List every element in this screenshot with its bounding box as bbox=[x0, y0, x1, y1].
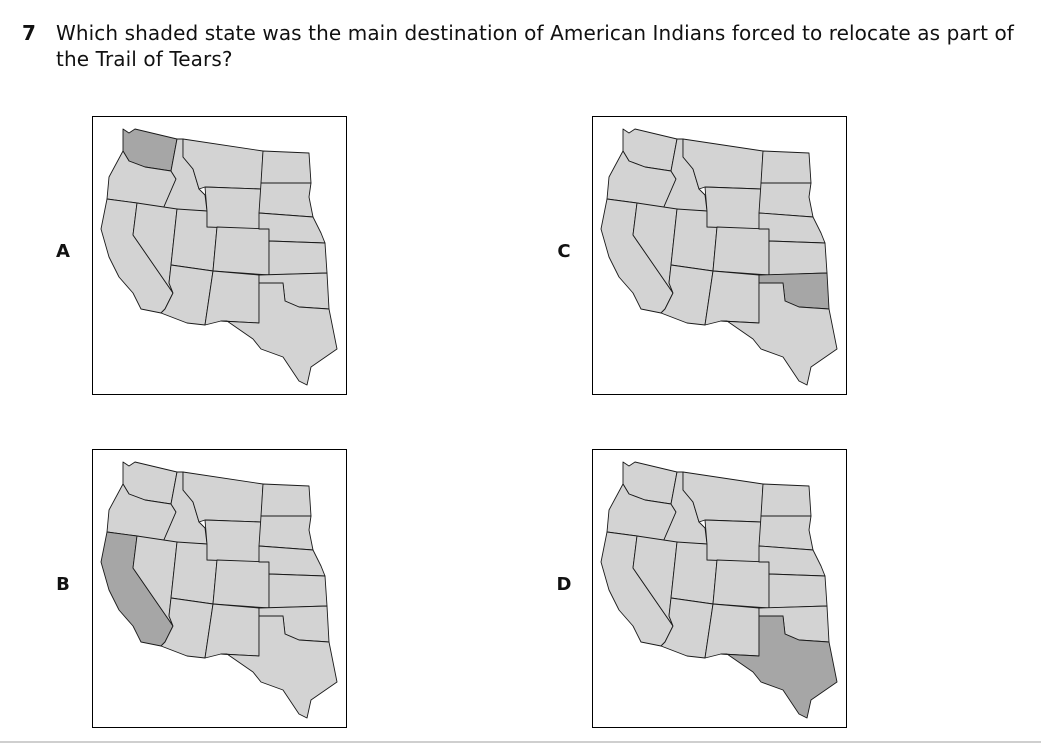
state-wyoming bbox=[704, 519, 762, 563]
western-us-map bbox=[100, 461, 338, 719]
state-wyoming bbox=[704, 186, 762, 230]
choice-a-letter: A bbox=[56, 241, 70, 262]
state-texas bbox=[220, 615, 338, 719]
state-colorado bbox=[212, 226, 270, 276]
state-texas-shaded bbox=[720, 615, 838, 719]
state-north-dakota bbox=[260, 483, 312, 517]
question-text: Which shaded state was the main destinat… bbox=[56, 21, 1014, 71]
page-divider bbox=[0, 741, 1041, 743]
state-kansas bbox=[768, 240, 828, 276]
state-kansas bbox=[768, 573, 828, 609]
state-new-mexico bbox=[704, 603, 760, 659]
choice-b-map[interactable] bbox=[92, 449, 347, 728]
state-nebraska bbox=[258, 545, 326, 577]
state-wyoming bbox=[204, 186, 262, 230]
choice-c-map[interactable] bbox=[592, 116, 847, 395]
western-us-map bbox=[600, 128, 838, 386]
state-south-dakota bbox=[258, 182, 314, 218]
state-south-dakota bbox=[758, 182, 814, 218]
state-kansas bbox=[268, 573, 328, 609]
state-texas bbox=[220, 282, 338, 386]
western-us-map bbox=[100, 128, 338, 386]
choice-d-letter: D bbox=[556, 574, 572, 595]
state-north-dakota bbox=[760, 483, 812, 517]
state-colorado bbox=[712, 226, 770, 276]
choice-d-map[interactable] bbox=[592, 449, 847, 728]
state-south-dakota bbox=[758, 515, 814, 551]
state-new-mexico bbox=[204, 603, 260, 659]
state-north-dakota bbox=[760, 150, 812, 184]
state-colorado bbox=[712, 559, 770, 609]
state-new-mexico bbox=[704, 270, 760, 326]
state-wyoming bbox=[204, 519, 262, 563]
state-north-dakota bbox=[260, 150, 312, 184]
question-number: 7 bbox=[22, 21, 36, 45]
state-nebraska bbox=[758, 212, 826, 244]
state-kansas bbox=[268, 240, 328, 276]
state-nebraska bbox=[758, 545, 826, 577]
western-us-map bbox=[600, 461, 838, 719]
choice-c-letter: C bbox=[557, 241, 571, 262]
state-colorado bbox=[212, 559, 270, 609]
choice-b-letter: B bbox=[56, 574, 70, 595]
state-south-dakota bbox=[258, 515, 314, 551]
choice-a-map[interactable] bbox=[92, 116, 347, 395]
state-texas bbox=[720, 282, 838, 386]
state-nebraska bbox=[258, 212, 326, 244]
state-new-mexico bbox=[204, 270, 260, 326]
